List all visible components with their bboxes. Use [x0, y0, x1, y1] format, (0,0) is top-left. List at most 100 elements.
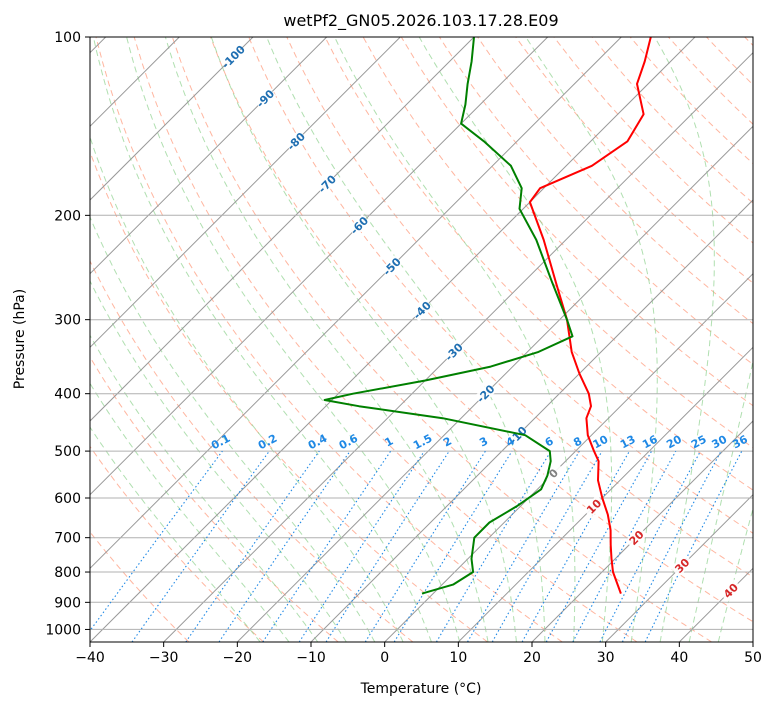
isotherm-label-bg [284, 129, 308, 153]
y-tick-label: 500 [54, 444, 81, 460]
isotherm-line [457, 346, 753, 642]
moist-adiabat [90, 135, 404, 642]
moist-adiabat [334, 37, 576, 642]
moist-adiabat [90, 215, 376, 642]
dry-adiabat [324, 37, 753, 491]
moist-adiabat [90, 426, 261, 642]
x-tick-label: 40 [670, 650, 688, 666]
mixing-ratio-line [521, 450, 630, 642]
dry-adiabat [286, 37, 753, 534]
mixing-ratio-line [545, 450, 653, 642]
y-tick-label: 800 [54, 565, 81, 581]
dry-adiabat [706, 37, 753, 86]
dry-adiabat [90, 150, 488, 642]
plot-frame [89, 36, 754, 643]
mixing-ratio-line [185, 450, 320, 642]
y-tick-label: 100 [54, 30, 81, 46]
isotherm-line [752, 641, 753, 642]
mixing-ratio-line [644, 450, 743, 642]
isotherm-line [605, 493, 753, 642]
isotherm-label-bg [624, 526, 648, 550]
mixing-ratio-label: 25 [689, 433, 709, 452]
moist-adiabat [654, 37, 715, 642]
mixing-ratio-label: 36 [730, 433, 750, 452]
x-axis-label: Temperature (°C) [360, 681, 482, 697]
dry-adiabat [90, 356, 339, 642]
x-tick-label: −20 [223, 650, 253, 666]
dry-adiabat [90, 445, 264, 642]
dry-adiabat [171, 37, 712, 642]
isotherm-label-bg [315, 172, 339, 196]
background-lines [90, 37, 753, 642]
x-tick-label: −10 [296, 650, 326, 666]
mixing-ratio-line [262, 450, 392, 642]
moist-adiabat [90, 334, 319, 642]
mixing-ratio-label: 1 [383, 434, 396, 449]
isotherm-line [90, 37, 549, 496]
isotherm-label-bg [542, 461, 565, 485]
y-tick-label: 300 [54, 313, 81, 329]
isotherm-label-bg [506, 423, 530, 447]
dewpoint-line [323, 37, 574, 595]
dry-adiabat [95, 37, 563, 642]
isotherm-line [236, 125, 753, 642]
isotherm-line [90, 37, 622, 570]
dry-adiabat [591, 37, 753, 204]
isotherm-line [163, 51, 753, 642]
moist-adiabat [418, 37, 613, 642]
axes: −40 −30 −20 −10 0 10 20 30 40 50 100 200 300 400 500 60… [45, 30, 762, 666]
mixing-ratio-label: 1.5 [411, 432, 434, 453]
dry-adiabat [90, 531, 190, 642]
mixing-ratio-line [435, 450, 552, 642]
y-tick-label: 1000 [45, 622, 81, 638]
x-tick-label: 10 [449, 650, 467, 666]
dry-adiabat [477, 37, 753, 325]
dry-adiabat [248, 37, 753, 578]
isotherm-label-bg [347, 214, 371, 237]
isotherm-line [90, 37, 254, 201]
dry-adiabat [668, 37, 753, 125]
x-tick-label: −30 [149, 650, 179, 666]
isotherm-label: -80 [285, 130, 308, 153]
dry-adiabat [90, 259, 414, 642]
mixing-ratio-line [298, 450, 425, 642]
moist-adiabat [90, 382, 290, 642]
isotherm-label-bg [719, 579, 743, 602]
mixing-ratio-label: 10 [591, 433, 611, 452]
mixing-ratio-line [90, 450, 223, 632]
temperature-line [528, 37, 652, 594]
mixing-ratio-line [218, 450, 351, 642]
mixing-ratio-label: 13 [618, 433, 638, 452]
mixing-ratio-line [599, 450, 701, 642]
isotherm-line [90, 37, 328, 275]
y-tick-label: 600 [54, 491, 81, 507]
mixing-ratio-line [131, 450, 270, 642]
profiles [323, 37, 652, 595]
isotherm-label-bg [582, 495, 606, 518]
isotherm-label-bg [221, 45, 245, 69]
x-tick-label: 30 [597, 650, 615, 666]
mixing-ratio-line [572, 450, 677, 642]
moist-adiabat [92, 37, 432, 642]
mixing-ratio-line [393, 450, 513, 642]
dry-adiabat [133, 37, 638, 642]
y-axis-label: Pressure (hPa) [12, 289, 28, 389]
isotherm-line [90, 37, 401, 349]
moist-adiabat [525, 37, 658, 642]
dry-adiabat [210, 37, 753, 623]
isotherm-label-bg [474, 382, 497, 406]
mixing-ratio-label: 16 [640, 433, 660, 452]
mixing-ratio-line [325, 450, 450, 642]
moist-adiabat [210, 37, 517, 642]
x-tick-label: 50 [744, 650, 762, 666]
chart-title: wetPf2_GN05.2026.103.17.28.E09 [283, 11, 558, 31]
x-tick-label: −40 [75, 650, 105, 666]
moist-adiabat [688, 358, 753, 642]
y-tick-label: 900 [54, 595, 81, 611]
dry-adiabat [515, 37, 753, 284]
isotherm-line [531, 420, 753, 642]
mixing-ratio-label: 20 [664, 433, 684, 452]
isotherm-label-bg [410, 298, 434, 322]
